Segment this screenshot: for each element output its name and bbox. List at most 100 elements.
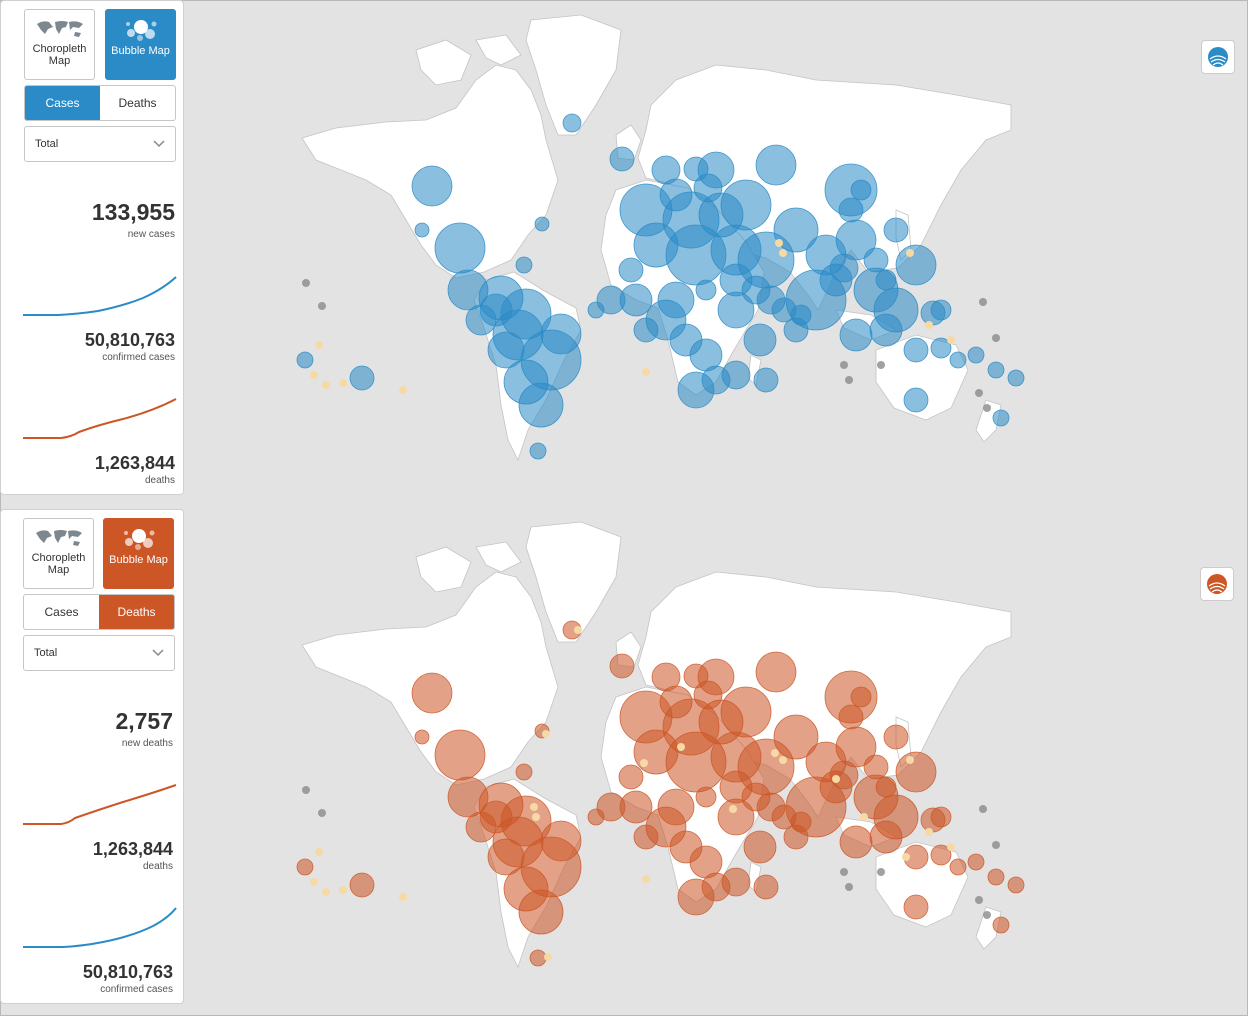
small-country-bubble[interactable] (729, 805, 737, 813)
country-bubble[interactable] (562, 113, 582, 133)
country-bubble[interactable] (720, 686, 772, 738)
no-data-marker[interactable] (983, 911, 991, 919)
country-bubble[interactable] (540, 820, 582, 862)
small-country-bubble[interactable] (399, 893, 407, 901)
country-bubble[interactable] (773, 714, 819, 760)
country-bubble[interactable] (839, 825, 873, 859)
country-bubble[interactable] (869, 820, 903, 854)
country-bubble[interactable] (903, 337, 929, 363)
no-data-marker[interactable] (877, 361, 885, 369)
small-country-bubble[interactable] (860, 813, 868, 821)
no-data-marker[interactable] (975, 389, 983, 397)
country-bubble[interactable] (838, 197, 864, 223)
small-country-bubble[interactable] (779, 756, 787, 764)
country-bubble[interactable] (434, 729, 486, 781)
country-bubble[interactable] (967, 853, 985, 871)
country-bubble[interactable] (949, 858, 967, 876)
no-data-marker[interactable] (979, 805, 987, 813)
no-data-marker[interactable] (979, 298, 987, 306)
small-country-bubble[interactable] (925, 321, 933, 329)
country-bubble[interactable] (677, 371, 715, 409)
country-bubble[interactable] (633, 317, 659, 343)
country-bubble[interactable] (903, 387, 929, 413)
no-data-marker[interactable] (983, 404, 991, 412)
country-bubble[interactable] (618, 257, 644, 283)
small-country-bubble[interactable] (677, 743, 685, 751)
country-bubble[interactable] (515, 763, 533, 781)
small-country-bubble[interactable] (925, 828, 933, 836)
deaths-tab[interactable]: Deaths (118, 96, 157, 110)
country-bubble[interactable] (534, 216, 550, 232)
country-bubble[interactable] (529, 949, 547, 967)
country-bubble[interactable] (296, 351, 314, 369)
choropleth-map-button[interactable]: Choropleth Map (24, 9, 95, 80)
country-bubble[interactable] (755, 144, 797, 186)
country-bubble[interactable] (695, 279, 717, 301)
small-country-bubble[interactable] (902, 853, 910, 861)
country-bubble[interactable] (850, 686, 872, 708)
small-country-bubble[interactable] (640, 759, 648, 767)
country-bubble[interactable] (869, 313, 903, 347)
country-bubble[interactable] (863, 247, 889, 273)
country-bubble[interactable] (895, 751, 937, 793)
country-bubble[interactable] (987, 868, 1005, 886)
country-bubble[interactable] (296, 858, 314, 876)
country-bubble[interactable] (838, 704, 864, 730)
country-bubble[interactable] (721, 360, 751, 390)
country-bubble[interactable] (677, 878, 715, 916)
small-country-bubble[interactable] (315, 848, 323, 856)
cases-bubble-map[interactable] (296, 10, 1026, 470)
country-bubble[interactable] (1007, 876, 1025, 894)
country-bubble[interactable] (753, 874, 779, 900)
country-bubble[interactable] (755, 651, 797, 693)
no-data-marker[interactable] (877, 868, 885, 876)
country-bubble[interactable] (773, 207, 819, 253)
country-bubble[interactable] (487, 838, 525, 876)
no-data-marker[interactable] (302, 279, 310, 287)
country-bubble[interactable] (987, 361, 1005, 379)
small-country-bubble[interactable] (310, 371, 318, 379)
country-bubble[interactable] (863, 754, 889, 780)
small-country-bubble[interactable] (532, 813, 540, 821)
country-bubble[interactable] (414, 222, 430, 238)
no-data-marker[interactable] (840, 868, 848, 876)
country-bubble[interactable] (930, 844, 952, 866)
country-bubble[interactable] (875, 776, 897, 798)
country-bubble[interactable] (487, 331, 525, 369)
country-bubble[interactable] (609, 146, 635, 172)
country-bubble[interactable] (587, 808, 605, 826)
small-country-bubble[interactable] (322, 381, 330, 389)
country-bubble[interactable] (790, 811, 812, 833)
cases-tab[interactable]: Cases (44, 605, 79, 619)
no-data-marker[interactable] (840, 361, 848, 369)
country-bubble[interactable] (434, 222, 486, 274)
country-bubble[interactable] (349, 365, 375, 391)
no-data-marker[interactable] (975, 896, 983, 904)
small-country-bubble[interactable] (544, 953, 552, 961)
small-country-bubble[interactable] (832, 775, 840, 783)
small-country-bubble[interactable] (310, 878, 318, 886)
country-bubble[interactable] (411, 165, 453, 207)
small-country-bubble[interactable] (779, 249, 787, 257)
country-bubble[interactable] (465, 811, 497, 843)
country-bubble[interactable] (609, 653, 635, 679)
small-country-bubble[interactable] (530, 803, 538, 811)
country-bubble[interactable] (895, 244, 937, 286)
cases-legend-button[interactable] (1201, 40, 1235, 74)
country-bubble[interactable] (1007, 369, 1025, 387)
small-country-bubble[interactable] (771, 749, 779, 757)
no-data-marker[interactable] (302, 786, 310, 794)
country-bubble[interactable] (529, 442, 547, 460)
country-bubble[interactable] (619, 790, 653, 824)
country-bubble[interactable] (883, 724, 909, 750)
country-bubble[interactable] (720, 179, 772, 231)
small-country-bubble[interactable] (642, 368, 650, 376)
country-bubble[interactable] (518, 382, 564, 428)
small-country-bubble[interactable] (339, 379, 347, 387)
deaths-legend-button[interactable] (1200, 567, 1234, 601)
country-bubble[interactable] (790, 304, 812, 326)
country-bubble[interactable] (992, 409, 1010, 427)
small-country-bubble[interactable] (775, 239, 783, 247)
country-bubble[interactable] (657, 788, 695, 826)
country-bubble[interactable] (695, 786, 717, 808)
